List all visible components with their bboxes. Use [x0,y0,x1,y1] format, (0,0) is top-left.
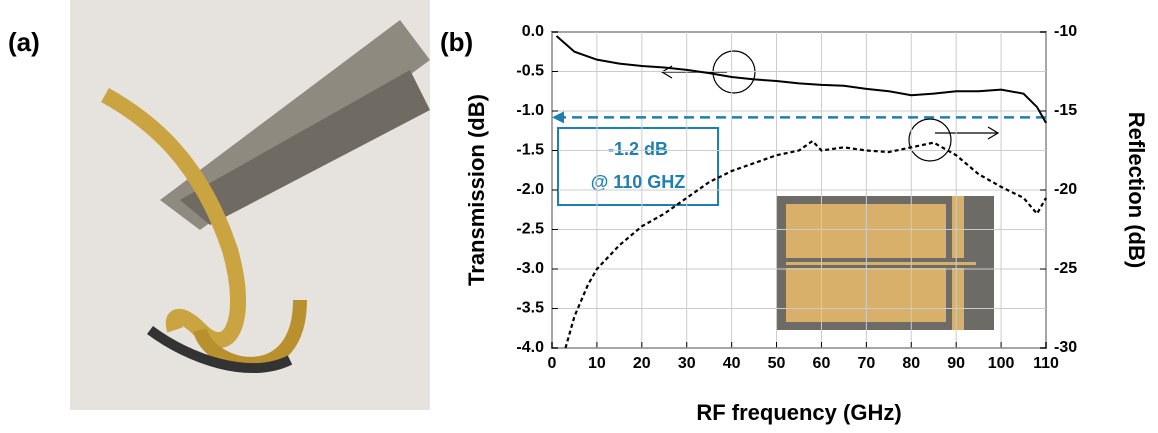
y-tick-label: -3.0 [516,260,544,277]
x-tick-label: 80 [902,355,920,372]
x-tick-label: 60 [813,355,831,372]
panel-label: (a) [8,27,40,57]
x-tick-label: 90 [947,355,965,372]
x-tick-label: 30 [678,355,696,372]
y-tick-label: 0.0 [522,23,544,40]
panel-label: (b) [440,27,473,57]
series-line [555,35,1047,124]
y2-tick-label: -10 [1054,23,1077,40]
x-tick-label: 0 [548,355,557,372]
y-tick-label: -3.5 [516,300,544,317]
y-axis-title: Transmission (dB) [464,94,489,286]
y-tick-label: -1.5 [516,142,544,159]
x-tick-label: 110 [1033,355,1059,372]
x-tick-label: 40 [723,355,741,372]
x-axis-title: RF frequency (GHz) [696,400,901,425]
inset-photo [776,196,994,330]
annotation: -1.2 dB [608,139,668,159]
annotation-box [557,127,719,206]
y2-tick-label: -25 [1054,260,1077,277]
y2-axis-title: Reflection (dB) [1124,112,1149,268]
y2-tick-label: -30 [1054,339,1077,356]
y-tick-label: -2.5 [516,221,544,238]
photo [70,0,430,410]
annotation: @ 110 GHZ [591,172,686,192]
x-tick-label: 70 [857,355,875,372]
series-line [564,139,1047,349]
x-tick-label: 50 [768,355,786,372]
y2-tick-label: -20 [1054,181,1077,198]
x-tick-label: 100 [988,355,1015,372]
x-tick-label: 20 [633,355,651,372]
y-tick-label: -1.0 [516,102,544,119]
y2-tick-label: -15 [1054,102,1077,119]
x-tick-label: 10 [588,355,606,372]
y-tick-label: -4.0 [516,339,544,356]
reference-arrow [552,111,564,124]
y-tick-label: -0.5 [516,63,544,80]
y-tick-label: -2.0 [516,181,544,198]
